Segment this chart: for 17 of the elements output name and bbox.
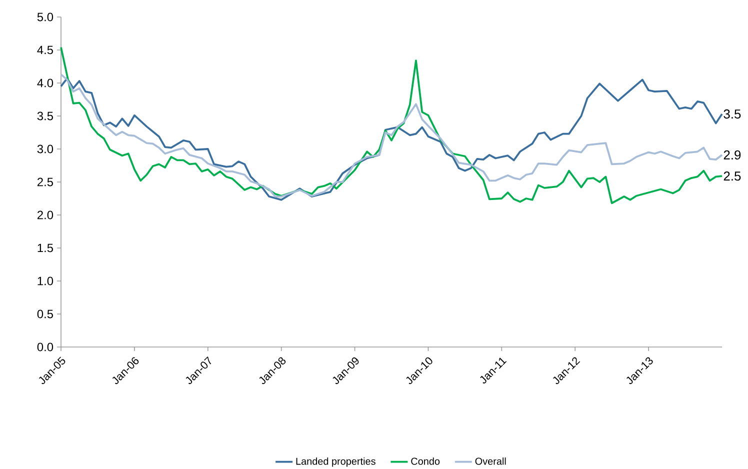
annotation: 2.9: [724, 150, 741, 160]
y-tick-label: 3.0: [37, 144, 54, 154]
y-tick-label: 1.0: [38, 276, 54, 286]
y-tick-label: 2.0: [37, 210, 54, 220]
legend-label: Overall: [475, 457, 506, 465]
y-tick-label: 2.5: [37, 178, 54, 186]
y-tick-label: 1.5: [38, 244, 54, 252]
y-tick-label: 4.5: [37, 46, 54, 54]
annotation: 2.5: [724, 171, 741, 181]
y-tick-label: 0.0: [37, 342, 54, 352]
y-tick-label: 4.0: [37, 78, 54, 88]
annotation: 3.5: [724, 109, 741, 119]
y-tick-label: 0.5: [37, 310, 54, 318]
y-tick-label: 5.0: [37, 12, 54, 22]
y-tick-label: 3.5: [37, 112, 54, 120]
legend-label: Landed properties: [296, 457, 376, 467]
legend-label: Condo: [411, 457, 440, 465]
